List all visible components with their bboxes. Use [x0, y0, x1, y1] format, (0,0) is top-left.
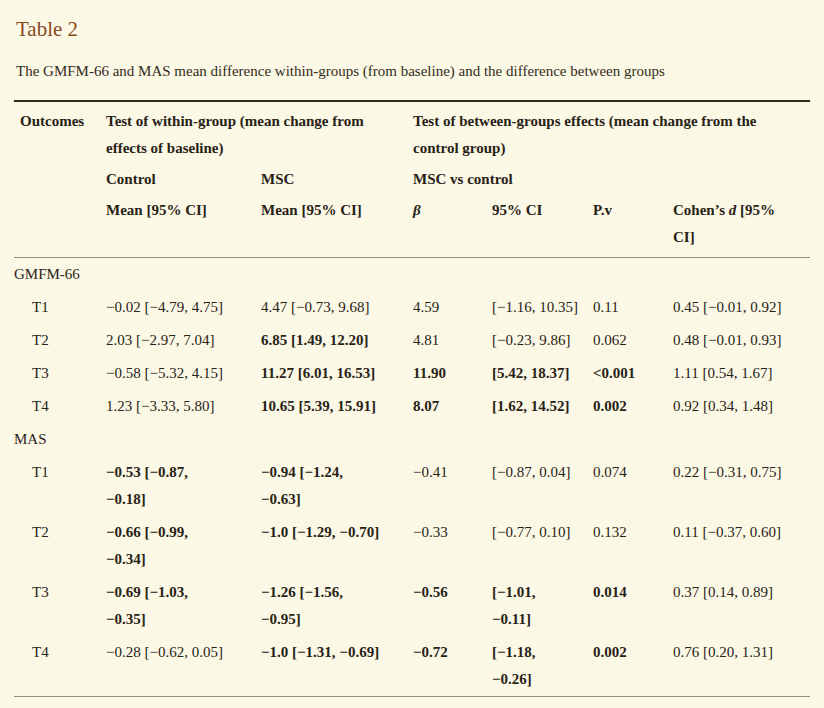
cell-control-mean: −0.28 [−0.62, 0.05]: [106, 636, 261, 697]
timepoint-label: T3: [14, 357, 106, 390]
paper-table-page: Table 2 The GMFM-66 and MAS mean differe…: [0, 0, 824, 708]
cell-msc-mean: 10.65 [5.39, 15.91]: [261, 390, 413, 423]
cell-cohens-d: 0.37 [0.14, 0.89]: [673, 576, 810, 636]
table-row-gmfm-t2: T2 2.03 [−2.97, 7.04] 6.85 [1.49, 12.20]…: [14, 324, 810, 357]
cell-ci: [5.42, 18.37]: [492, 357, 593, 390]
header-row-arms: Control MSC MSC vs control: [14, 164, 810, 195]
timepoint-label: T2: [14, 324, 106, 357]
header-mean-ci-msc: Mean [95% CI]: [261, 195, 413, 258]
page-title: Table 2: [0, 0, 824, 42]
cell-beta: −0.41: [413, 456, 492, 516]
cell-beta: 8.07: [413, 390, 492, 423]
cell-pv: <0.001: [593, 357, 673, 390]
timepoint-label: T1: [14, 456, 106, 516]
cell-msc-mean: −0.94 [−1.24, −0.63]: [261, 456, 413, 516]
cell-ci: [−1.16, 10.35]: [492, 291, 593, 324]
cell-ci: [−0.23, 9.86]: [492, 324, 593, 357]
cell-pv: 0.002: [593, 390, 673, 423]
header-msc-vs-control: MSC vs control: [413, 164, 810, 195]
cell-pv: 0.062: [593, 324, 673, 357]
timepoint-label: T1: [14, 291, 106, 324]
cell-cohens-d: 0.22 [−0.31, 0.75]: [673, 456, 810, 516]
cohens-label-pre: Cohen’s: [673, 202, 729, 218]
cell-control-mean: −0.02 [−4.79, 4.75]: [106, 291, 261, 324]
cell-control-mean: −0.69 [−1.03, −0.35]: [106, 576, 261, 636]
cell-cohens-d: 1.11 [0.54, 1.67]: [673, 357, 810, 390]
timepoint-label: T3: [14, 576, 106, 636]
cell-ci: [−1.18, −0.26]: [492, 636, 593, 697]
table-row-mas-t4: T4 −0.28 [−0.62, 0.05] −1.0 [−1.31, −0.6…: [14, 636, 810, 697]
cell-control-mean: −0.53 [−0.87, −0.18]: [106, 456, 261, 516]
table-row-gmfm-t4: T4 1.23 [−3.33, 5.80] 10.65 [5.39, 15.91…: [14, 390, 810, 423]
header-row-measures: Mean [95% CI] Mean [95% CI] β 95% CI P.v…: [14, 195, 810, 258]
table-body: GMFM-66 T1 −0.02 [−4.79, 4.75] 4.47 [−0.…: [14, 258, 810, 697]
timepoint-label: T2: [14, 516, 106, 576]
cell-pv: 0.002: [593, 636, 673, 697]
group-label: GMFM-66: [14, 258, 810, 292]
cell-msc-mean: 6.85 [1.49, 12.20]: [261, 324, 413, 357]
header-pv: P.v: [593, 195, 673, 258]
header-outcomes: Outcomes: [14, 101, 106, 258]
cell-beta: −0.56: [413, 576, 492, 636]
table-row-mas-t1: T1 −0.53 [−0.87, −0.18] −0.94 [−1.24, −0…: [14, 456, 810, 516]
cell-cohens-d: 0.11 [−0.37, 0.60]: [673, 516, 810, 576]
table-row-mas-t3: T3 −0.69 [−1.03, −0.35] −1.26 [−1.56, −0…: [14, 576, 810, 636]
cell-beta: 4.59: [413, 291, 492, 324]
cell-control-mean: 1.23 [−3.33, 5.80]: [106, 390, 261, 423]
cell-beta: 11.90: [413, 357, 492, 390]
cell-cohens-d: 0.76 [0.20, 1.31]: [673, 636, 810, 697]
cell-msc-mean: 11.27 [6.01, 16.53]: [261, 357, 413, 390]
timepoint-label: T4: [14, 390, 106, 423]
cell-cohens-d: 0.92 [0.34, 1.48]: [673, 390, 810, 423]
header-mean-ci-control: Mean [95% CI]: [106, 195, 261, 258]
table-header: Outcomes Test of within-group (mean chan…: [14, 101, 810, 258]
cell-msc-mean: −1.26 [−1.56, −0.95]: [261, 576, 413, 636]
cell-cohens-d: 0.45 [−0.01, 0.92]: [673, 291, 810, 324]
table-row-mas-t2: T2 −0.66 [−0.99, −0.34] −1.0 [−1.29, −0.…: [14, 516, 810, 576]
group-row-mas: MAS: [14, 423, 810, 456]
cell-msc-mean: 4.47 [−0.73, 9.68]: [261, 291, 413, 324]
header-control: Control: [106, 164, 261, 195]
header-cohens-d: Cohen’s d [95% CI]: [673, 195, 810, 258]
cell-control-mean: −0.66 [−0.99, −0.34]: [106, 516, 261, 576]
header-msc: MSC: [261, 164, 413, 195]
cell-beta: 4.81: [413, 324, 492, 357]
header-within-group: Test of within-group (mean change from e…: [106, 101, 413, 164]
cell-cohens-d: 0.48 [−0.01, 0.93]: [673, 324, 810, 357]
cell-control-mean: 2.03 [−2.97, 7.04]: [106, 324, 261, 357]
group-label: MAS: [14, 423, 810, 456]
results-table: Outcomes Test of within-group (mean chan…: [14, 100, 810, 697]
cell-beta: −0.72: [413, 636, 492, 697]
cell-ci: [−0.87, 0.04]: [492, 456, 593, 516]
cell-pv: 0.11: [593, 291, 673, 324]
cell-msc-mean: −1.0 [−1.29, −0.70]: [261, 516, 413, 576]
timepoint-label: T4: [14, 636, 106, 697]
cell-beta: −0.33: [413, 516, 492, 576]
table-caption: The GMFM-66 and MAS mean difference with…: [0, 42, 824, 100]
header-beta: β: [413, 195, 492, 258]
header-95ci: 95% CI: [492, 195, 593, 258]
beta-symbol: β: [413, 202, 421, 218]
cell-pv: 0.074: [593, 456, 673, 516]
group-row-gmfm: GMFM-66: [14, 258, 810, 292]
cell-control-mean: −0.58 [−5.32, 4.15]: [106, 357, 261, 390]
cell-pv: 0.132: [593, 516, 673, 576]
cell-ci: [−0.77, 0.10]: [492, 516, 593, 576]
table-row-gmfm-t3: T3 −0.58 [−5.32, 4.15] 11.27 [6.01, 16.5…: [14, 357, 810, 390]
cell-pv: 0.014: [593, 576, 673, 636]
cell-ci: [1.62, 14.52]: [492, 390, 593, 423]
header-between-group: Test of between-groups effects (mean cha…: [413, 101, 810, 164]
cell-msc-mean: −1.0 [−1.31, −0.69]: [261, 636, 413, 697]
header-row-groups: Outcomes Test of within-group (mean chan…: [14, 101, 810, 164]
table-row-gmfm-t1: T1 −0.02 [−4.79, 4.75] 4.47 [−0.73, 9.68…: [14, 291, 810, 324]
cell-ci: [−1.01, −0.11]: [492, 576, 593, 636]
